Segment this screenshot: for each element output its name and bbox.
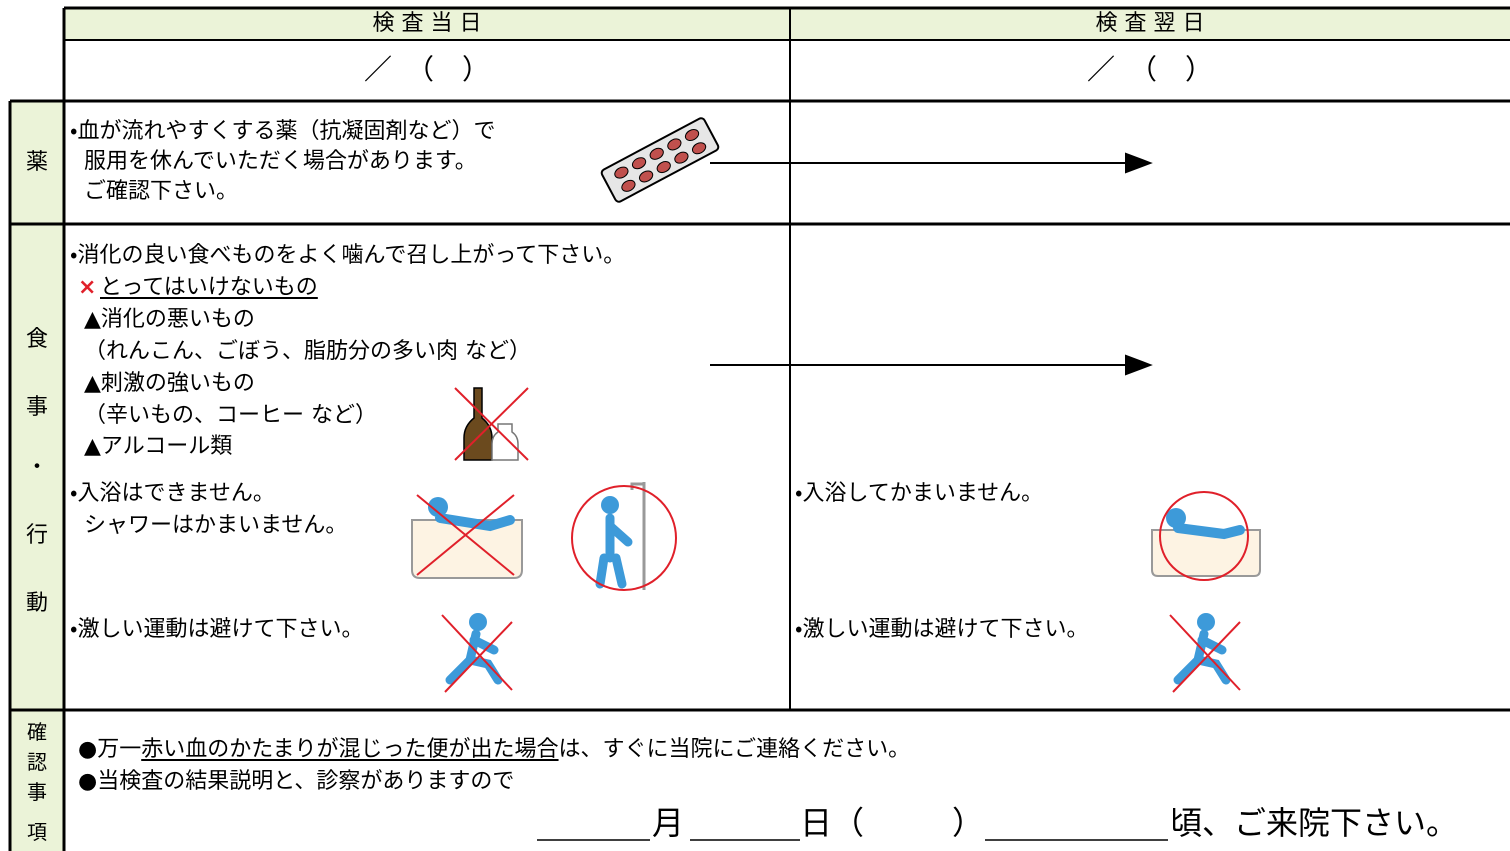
- bath-text: ・入浴はできません。: [70, 481, 275, 506]
- diet-item: ▲アルコール類: [84, 434, 233, 459]
- header-day-after: 検 査 翌 日: [1095, 11, 1205, 36]
- confirmation-line: ●当検査の結果説明と、診察がありますので: [78, 769, 515, 794]
- row-label: 確: [27, 720, 47, 744]
- month-label: 月: [652, 804, 685, 842]
- ng-title: とってはいけないもの: [100, 275, 318, 300]
- medicine-text: ・血が流れやすくする薬（抗凝固剤など）で: [70, 119, 496, 144]
- header-day-of: 検 査 当 日: [372, 11, 482, 36]
- row-label: 事: [27, 780, 47, 804]
- visit-text: 頃、ご来院下さい。: [1170, 804, 1459, 842]
- row-label: 動: [25, 591, 49, 616]
- ng-mark: ×: [78, 275, 97, 300]
- diet-item: （辛いもの、コーヒー など）: [84, 403, 377, 428]
- exercise-prohibited-icon: [441, 613, 513, 693]
- alcohol-icon: [454, 387, 529, 461]
- row-label: 事: [25, 395, 49, 420]
- shower-allowed-icon: [571, 482, 677, 591]
- header-bg: [64, 8, 1510, 40]
- pill-pack-icon: [600, 117, 720, 203]
- exercise-text-next-day: ・激しい運動は避けて下さい。: [795, 617, 1089, 642]
- table-borders: [8, 6, 1510, 851]
- row-label: 認: [27, 750, 47, 774]
- date-day-after: ／ （ ）: [1086, 53, 1214, 86]
- row-label: 行: [25, 523, 49, 548]
- diet-item: ▲刺激の強いもの: [84, 371, 255, 396]
- diet-item: ▲消化の悪いもの: [84, 307, 255, 332]
- text: は、すぐに当院にご連絡ください。: [558, 737, 911, 762]
- day-label: 日（: [800, 804, 865, 842]
- exercise-text: ・激しい運動は避けて下さい。: [70, 617, 364, 642]
- label-column-bg: [10, 101, 64, 851]
- paren-close: ）: [952, 804, 985, 842]
- medicine-text: ご確認下さい。: [84, 179, 239, 204]
- confirmation-line: ●万一赤い血のかたまりが混じった便が出た場合は、すぐに当院にご連絡ください。: [78, 735, 910, 765]
- arrows: [710, 152, 1153, 376]
- row-label: 項: [27, 820, 47, 844]
- row-label: ・: [25, 455, 49, 480]
- bath-allowed-icon: [1151, 491, 1261, 581]
- medicine-text: 服用を休んでいただく場合があります。: [84, 149, 477, 174]
- bath-prohibited-icon: [411, 494, 523, 579]
- bath-text-next-day: ・入浴してかまいません。: [795, 481, 1044, 506]
- diet-item: （れんこん、ごぼう、脂肪分の多い肉 など）: [84, 339, 531, 364]
- bath-text: シャワーはかまいません。: [84, 513, 348, 538]
- emphasis: 赤い血のかたまりが混じった便が出た場合: [141, 737, 559, 762]
- row-label: 薬: [25, 150, 49, 175]
- date-day-of: ／ （ ）: [363, 53, 491, 86]
- row-label: 食: [25, 327, 49, 352]
- text: ●万一: [78, 737, 142, 762]
- diet-intro: ・消化の良い食べものをよく噛んで召し上がって下さい。: [70, 243, 626, 268]
- exercise-prohibited-icon-next-day: [1169, 613, 1241, 693]
